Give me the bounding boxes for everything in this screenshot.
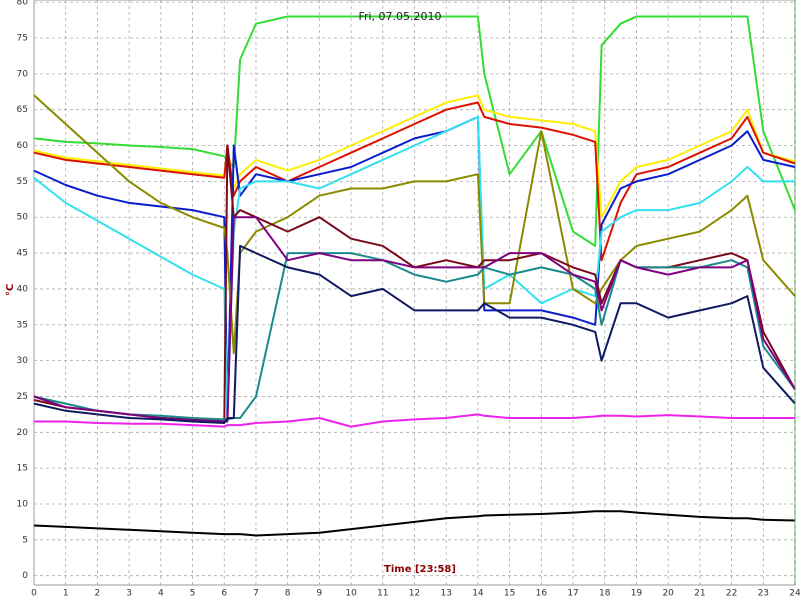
x-tick-label: 5: [190, 589, 196, 599]
y-axis-label: °C: [5, 284, 16, 296]
y-tick-label: 65: [17, 105, 28, 115]
x-tick-label: 8: [285, 589, 291, 599]
y-tick-label: 15: [17, 464, 28, 474]
y-tick-label: 50: [17, 213, 29, 223]
series-line: [33, 216, 796, 423]
x-tick-label: 6: [221, 589, 227, 599]
series-line: [34, 413, 795, 428]
series-line: [33, 244, 796, 424]
x-tick-label: 9: [317, 589, 323, 599]
y-tick-label: 10: [17, 499, 29, 509]
plot-area: [33, 0, 796, 586]
y-tick-label: 0: [22, 571, 28, 581]
x-tick-label: 24: [789, 589, 800, 599]
chart-title: Fri, 07.05.2010: [358, 10, 441, 23]
x-tick-label: 19: [631, 589, 643, 599]
x-tick-label: 14: [472, 589, 484, 599]
x-axis-label: Time [23:58]: [384, 564, 456, 575]
y-tick-label: 80: [17, 0, 29, 8]
y-tick-label: 20: [17, 428, 29, 438]
x-tick-label: 0: [31, 589, 37, 599]
x-tick-label: 4: [158, 589, 164, 599]
y-tick-label: 25: [17, 392, 28, 402]
x-tick-label: 12: [409, 589, 420, 599]
x-tick-label: 15: [504, 589, 515, 599]
series-line: [33, 94, 796, 355]
x-tick-label: 21: [694, 589, 705, 599]
x-tick-label: 2: [95, 589, 101, 599]
y-tick-label: 70: [17, 69, 29, 79]
y-tick-label: 5: [22, 535, 28, 545]
y-tick-label: 75: [17, 33, 28, 43]
y-tick-label: 60: [17, 141, 29, 151]
y-tick-label: 30: [17, 356, 29, 366]
series-line: [33, 101, 796, 262]
x-tick-label: 3: [126, 589, 132, 599]
series-line: [33, 510, 796, 537]
x-tick-label: 17: [567, 589, 578, 599]
x-tick-label: 23: [758, 589, 769, 599]
grid: [33, 0, 796, 585]
series-line: [33, 252, 796, 421]
x-tick-label: 10: [345, 589, 357, 599]
series-line: [33, 94, 796, 219]
series-line: [33, 115, 795, 412]
y-tick-label: 35: [17, 320, 28, 330]
series-line: [33, 115, 796, 419]
x-tick-label: 13: [440, 589, 451, 599]
lines: [33, 15, 796, 537]
x-tick-label: 20: [662, 589, 674, 599]
x-tick-label: 11: [377, 589, 388, 599]
x-tick-label: 22: [726, 589, 737, 599]
x-tick-label: 18: [599, 589, 611, 599]
series-line: [33, 15, 796, 247]
x-tick-label: 16: [536, 589, 548, 599]
y-tick-label: 40: [17, 284, 29, 294]
y-tick-label: 45: [17, 249, 28, 259]
x-tick-label: 7: [253, 589, 259, 599]
y-tick-label: 55: [17, 177, 28, 187]
x-tick-label: 1: [63, 589, 69, 599]
